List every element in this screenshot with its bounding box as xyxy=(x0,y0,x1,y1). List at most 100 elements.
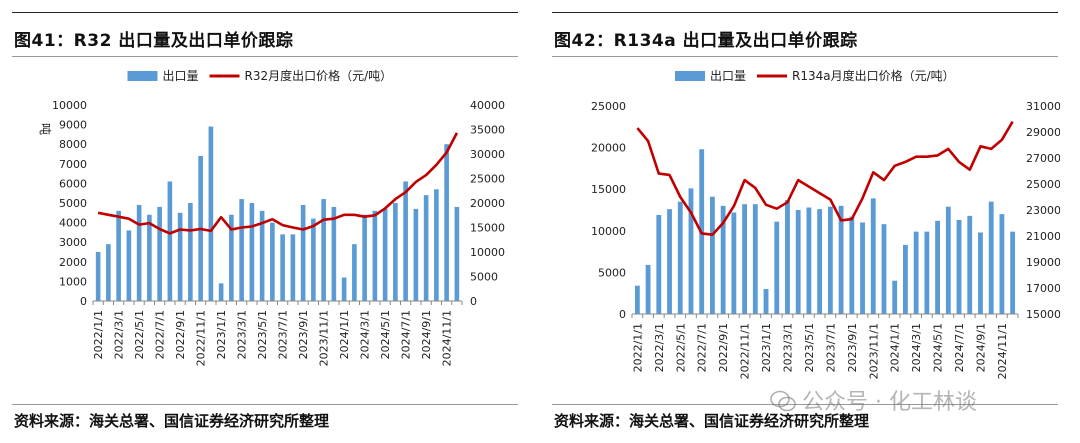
bar xyxy=(157,206,162,301)
bar xyxy=(988,201,994,314)
x-tick-label: 2022/9/1 xyxy=(717,323,730,372)
bar xyxy=(999,214,1005,314)
r32-chart: 出口量 R32月度出口价格（元/吨） 0 1000 2000 3000 4000 5000 60… xyxy=(38,68,505,366)
x-tick-label: 2023/1/1 xyxy=(215,310,228,359)
y2-tick-label: 29000 xyxy=(1026,126,1060,139)
x-tick-label: 2024/9/1 xyxy=(420,310,433,359)
bar xyxy=(860,222,865,314)
x-tick-label: 2022/3/1 xyxy=(113,310,126,359)
y2-tick-label: 15000 xyxy=(1026,308,1060,321)
bar xyxy=(967,215,973,314)
x-tick-label: 2022/11/1 xyxy=(739,323,752,379)
legend-label-bar: 出口量 xyxy=(710,69,746,83)
y-tick-label: 7000 xyxy=(59,158,87,171)
bar xyxy=(881,224,887,314)
figure-title: 图41：R32 出口量及出口单价跟踪 xyxy=(14,31,294,51)
panel-r32: 图41：R32 出口量及出口单价跟踪 出口量 R32月度出口价格（元/吨） 0 100… xyxy=(0,0,520,443)
bar xyxy=(300,204,306,301)
bar xyxy=(229,214,234,301)
bar xyxy=(218,283,224,301)
bar xyxy=(892,280,898,314)
x-tick-label: 2022/9/1 xyxy=(174,310,187,359)
x-tick-label: 2022/7/1 xyxy=(696,323,709,372)
bar xyxy=(106,244,111,301)
legend: 出口量 R32月度出口价格（元/吨） xyxy=(127,68,393,83)
bar xyxy=(710,196,715,314)
bar xyxy=(978,232,983,314)
bar xyxy=(413,208,419,301)
bar xyxy=(352,244,357,301)
bar xyxy=(259,210,265,301)
r134a-chart: 出口量 R134a月度出口价格（元/吨） 0 5000 10000 15000 20000 2… xyxy=(591,68,1060,379)
y2-tick-label: 27000 xyxy=(1026,152,1060,165)
x-tick-label: 2024/3/1 xyxy=(359,310,372,359)
y-tick-label: 10000 xyxy=(52,99,87,112)
x-tick-label: 2023/7/1 xyxy=(824,323,837,372)
y-tick-label: 5000 xyxy=(598,266,626,279)
bar xyxy=(321,199,326,301)
y2-tick-label: 23000 xyxy=(1026,204,1060,217)
bar xyxy=(331,206,337,301)
bar xyxy=(645,264,651,314)
legend-label-line: R134a月度出口价格（元/吨） xyxy=(792,68,955,83)
x-tick-label: 2024/3/1 xyxy=(910,323,923,372)
bar xyxy=(393,203,398,301)
bar xyxy=(249,203,255,301)
bar xyxy=(126,230,132,301)
x-tick-label: 2024/7/1 xyxy=(953,323,966,372)
y-tick-label: 8000 xyxy=(59,138,87,151)
bar xyxy=(270,222,275,301)
y-tick-label: 2000 xyxy=(59,256,87,269)
y2-tick-label: 25000 xyxy=(470,173,505,186)
bar xyxy=(434,189,439,301)
bar xyxy=(849,216,855,314)
y-tick-label: 5000 xyxy=(59,197,87,210)
bar xyxy=(280,234,285,301)
y-tick-label: 0 xyxy=(80,295,87,308)
y2-tick-label: 0 xyxy=(470,295,477,308)
figure-title: 图42：R134a 出口量及出口单价跟踪 xyxy=(554,31,858,51)
source-note: 资料来源：海关总署、国信证券经济研究所整理 xyxy=(14,412,330,430)
title-rule xyxy=(552,56,1058,57)
bar xyxy=(817,209,823,314)
bar xyxy=(913,231,919,314)
bar xyxy=(116,210,121,301)
bar xyxy=(924,231,930,314)
bar xyxy=(945,206,951,314)
bar xyxy=(742,204,747,314)
y2-tick-label: 19000 xyxy=(1026,256,1060,269)
price-line xyxy=(636,120,1014,236)
bar xyxy=(147,214,152,301)
bar xyxy=(208,126,214,301)
bar xyxy=(774,221,780,314)
bar xyxy=(403,181,408,301)
x-tick-label: 2023/5/1 xyxy=(256,310,269,359)
x-tick-label: 2023/9/1 xyxy=(297,310,310,359)
bar xyxy=(763,289,769,314)
x-tick-label: 2024/11/1 xyxy=(441,310,454,366)
bar xyxy=(188,203,193,301)
legend-swatch-bar xyxy=(127,71,158,81)
wechat-icon xyxy=(770,390,796,412)
x-tick-label: 2022/11/1 xyxy=(195,310,208,366)
x-tick-label: 2023/9/1 xyxy=(846,323,859,372)
y2-tick-label: 20000 xyxy=(470,197,505,210)
top-rule xyxy=(552,12,1058,13)
panel-r134a: 图42：R134a 出口量及出口单价跟踪 出口量 R134a月度出口价格（元/吨）… xyxy=(540,0,1060,443)
y-axis-label: 吨 xyxy=(38,123,52,135)
legend-label-line: R32月度出口价格（元/吨） xyxy=(245,68,393,83)
bar xyxy=(956,219,962,314)
x-tick-label: 2024/5/1 xyxy=(932,323,945,372)
x-tick-label: 2023/1/1 xyxy=(760,323,773,372)
y-tick-label: 20000 xyxy=(591,142,626,155)
legend-label-bar: 出口量 xyxy=(163,69,199,83)
y2-tick-label: 5000 xyxy=(470,271,498,284)
bar xyxy=(341,277,347,301)
bar xyxy=(838,205,844,314)
y-tick-label: 0 xyxy=(619,308,626,321)
x-tick-label: 2022/5/1 xyxy=(133,310,146,359)
x-tick-label: 2022/3/1 xyxy=(653,323,666,372)
bar xyxy=(382,208,388,301)
bar xyxy=(656,214,662,314)
bar xyxy=(677,201,683,314)
